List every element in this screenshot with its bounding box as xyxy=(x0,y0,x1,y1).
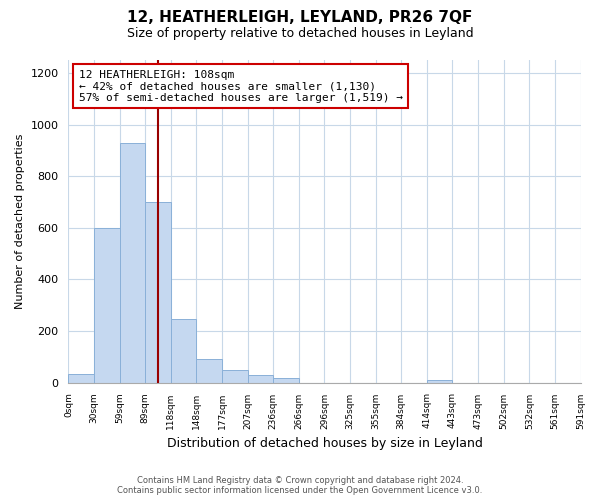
Text: 12 HEATHERLEIGH: 108sqm
← 42% of detached houses are smaller (1,130)
57% of semi: 12 HEATHERLEIGH: 108sqm ← 42% of detache… xyxy=(79,70,403,103)
Bar xyxy=(427,380,452,382)
Y-axis label: Number of detached properties: Number of detached properties xyxy=(15,134,25,309)
Text: Contains HM Land Registry data © Crown copyright and database right 2024.
Contai: Contains HM Land Registry data © Crown c… xyxy=(118,476,482,495)
Bar xyxy=(94,228,119,382)
Text: 12, HEATHERLEIGH, LEYLAND, PR26 7QF: 12, HEATHERLEIGH, LEYLAND, PR26 7QF xyxy=(127,10,473,25)
Bar xyxy=(171,320,196,382)
Bar xyxy=(196,360,222,382)
X-axis label: Distribution of detached houses by size in Leyland: Distribution of detached houses by size … xyxy=(167,437,482,450)
Bar xyxy=(248,375,273,382)
Bar xyxy=(273,378,299,382)
Text: Size of property relative to detached houses in Leyland: Size of property relative to detached ho… xyxy=(127,28,473,40)
Bar xyxy=(68,374,94,382)
Bar xyxy=(119,142,145,382)
Bar xyxy=(145,202,171,382)
Bar xyxy=(222,370,248,382)
